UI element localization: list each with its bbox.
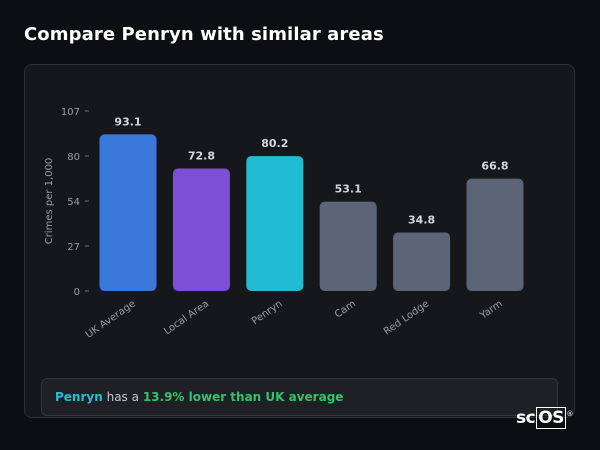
- bar-value-label: 72.8: [188, 150, 215, 163]
- bar-uk-average[interactable]: [99, 134, 157, 291]
- bar-value-label: 93.1: [114, 115, 141, 128]
- y-tick-label: 107: [61, 107, 80, 118]
- chart-card: Crimes per 1,000 0 27 54 80 107 93.1 72.8 80.2…: [24, 64, 575, 418]
- summary-area-name: Penryn: [55, 390, 103, 404]
- bar-penryn[interactable]: [246, 156, 304, 291]
- y-tick-label: 54: [67, 197, 80, 208]
- page-title: Compare Penryn with similar areas: [24, 24, 384, 45]
- x-tick-label: UK Average: [84, 298, 138, 340]
- x-tick-label: Red Lodge: [382, 298, 431, 337]
- bar-red-lodge[interactable]: [393, 232, 451, 291]
- x-tick-label: Penryn: [250, 298, 285, 327]
- logo-text-plain: sc: [516, 408, 536, 428]
- comparison-summary: Penryn has a 13.9% lower than UK average: [41, 378, 558, 416]
- summary-comparison: 13.9% lower than UK average: [142, 390, 344, 404]
- x-tick-label: Cam: [333, 298, 358, 320]
- y-tick-label: 0: [74, 287, 80, 298]
- y-tick-label: 80: [67, 152, 80, 163]
- bar-value-label: 53.1: [335, 183, 362, 196]
- bar-value-label: 34.8: [408, 213, 435, 226]
- y-tick-label: 27: [67, 242, 80, 253]
- x-tick-label: Local Area: [162, 298, 211, 337]
- bar-chart: Crimes per 1,000 0 27 54 80 107 93.1 72.8 80.2…: [44, 107, 524, 341]
- bar-value-label: 66.8: [481, 160, 508, 173]
- y-axis: 0 27 54 80 107: [61, 107, 89, 298]
- bar-value-label: 80.2: [261, 137, 288, 150]
- x-tick-label: Yarm: [477, 298, 504, 322]
- y-axis-label: Crimes per 1,000: [44, 158, 55, 245]
- bar-local-area[interactable]: [172, 168, 230, 291]
- logo-registered-mark: ®: [566, 410, 573, 418]
- logo-text-boxed: OS: [536, 407, 566, 429]
- bars: 93.1 72.8 80.2 53.1 34.8 66.8: [99, 115, 524, 291]
- bar-cam[interactable]: [319, 201, 377, 291]
- x-axis: UK Average Local Area Penryn Cam Red Lodge Ya…: [84, 298, 505, 340]
- bar-yarm[interactable]: [466, 178, 524, 291]
- summary-text: has a: [106, 390, 139, 404]
- scos-logo: sc OS ®: [516, 407, 573, 429]
